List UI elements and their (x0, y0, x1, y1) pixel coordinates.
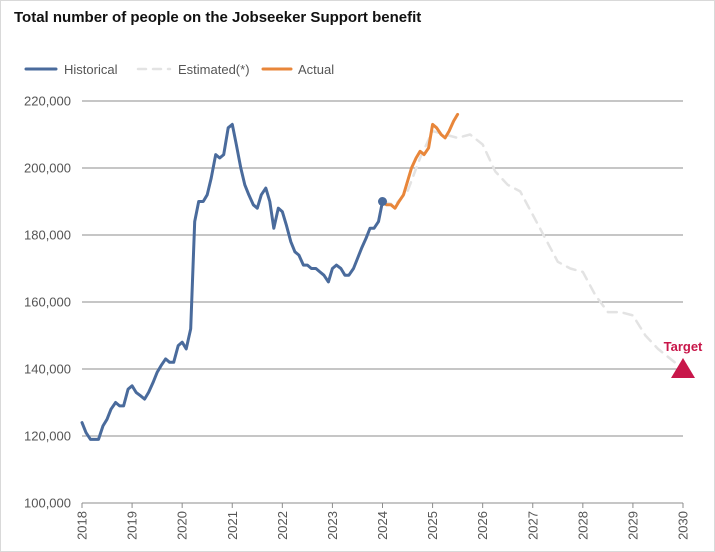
x-tick-label: 2021 (225, 511, 240, 540)
legend-estimated-label: Estimated(*) (178, 62, 250, 77)
historical-series-line (80, 122, 384, 441)
y-tick-label: 120,000 (24, 429, 71, 444)
y-tick-label: 100,000 (24, 496, 71, 511)
x-tick-label: 2025 (425, 511, 440, 540)
historical-endpoint-marker (378, 197, 387, 206)
target-label: Target (664, 339, 703, 354)
x-tick-label: 2022 (275, 511, 290, 540)
y-tick-label: 160,000 (24, 295, 71, 310)
x-tick-label: 2030 (676, 511, 691, 540)
x-tick-label: 2026 (475, 511, 490, 540)
x-tick-label: 2020 (175, 511, 190, 540)
legend-historical-label: Historical (64, 62, 118, 77)
x-tick-label: 2019 (125, 511, 140, 540)
x-tick-label: 2018 (75, 511, 90, 540)
x-tick-label: 2027 (525, 511, 540, 540)
x-tick-label: 2024 (375, 511, 390, 540)
legend-actual-label: Actual (298, 62, 334, 77)
target-marker (671, 358, 695, 378)
y-tick-label: 180,000 (24, 228, 71, 243)
chart-title: Total number of people on the Jobseeker … (14, 9, 422, 26)
y-tick-label: 140,000 (24, 362, 71, 377)
x-tick-label: 2023 (325, 511, 340, 540)
estimated-series-line (381, 129, 685, 371)
x-tick-label: 2029 (625, 511, 640, 540)
y-tick-label: 200,000 (24, 161, 71, 176)
y-tick-label: 220,000 (24, 94, 71, 109)
x-tick-label: 2028 (575, 511, 590, 540)
actual-series-line (381, 112, 460, 210)
